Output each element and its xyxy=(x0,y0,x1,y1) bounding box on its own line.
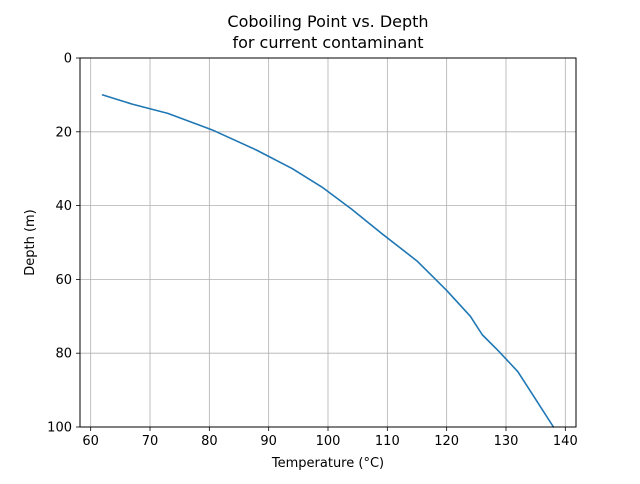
y-tick-label: 80 xyxy=(55,347,72,362)
y-tick-label: 20 xyxy=(55,125,72,140)
chart-title: Coboiling Point vs. Depth xyxy=(227,12,428,31)
y-tick-label: 40 xyxy=(55,199,72,214)
series-line xyxy=(101,94,555,428)
x-tick-label: 100 xyxy=(316,434,341,449)
x-tick-label: 70 xyxy=(142,434,159,449)
x-tick-label: 110 xyxy=(375,434,400,449)
x-axis-label: Temperature (°C) xyxy=(271,456,384,471)
x-tick-label: 140 xyxy=(553,434,578,449)
ticks: 60 70 80 90 100 110 120 130 140 0 20 40 60 80 100 xyxy=(47,52,578,450)
y-axis-label: Depth (m) xyxy=(23,209,38,276)
x-tick-label: 120 xyxy=(434,434,459,449)
x-tick-label: 130 xyxy=(494,434,519,449)
y-tick-label: 0 xyxy=(64,52,72,67)
y-tick-label: 100 xyxy=(47,421,72,436)
y-tick-label: 60 xyxy=(55,273,72,288)
grid xyxy=(80,57,576,428)
x-tick-label: 90 xyxy=(260,434,277,449)
x-tick-label: 60 xyxy=(82,434,99,449)
chart-subtitle: for current contaminant xyxy=(232,33,423,52)
series-layer xyxy=(101,94,555,428)
x-tick-label: 80 xyxy=(201,434,218,449)
